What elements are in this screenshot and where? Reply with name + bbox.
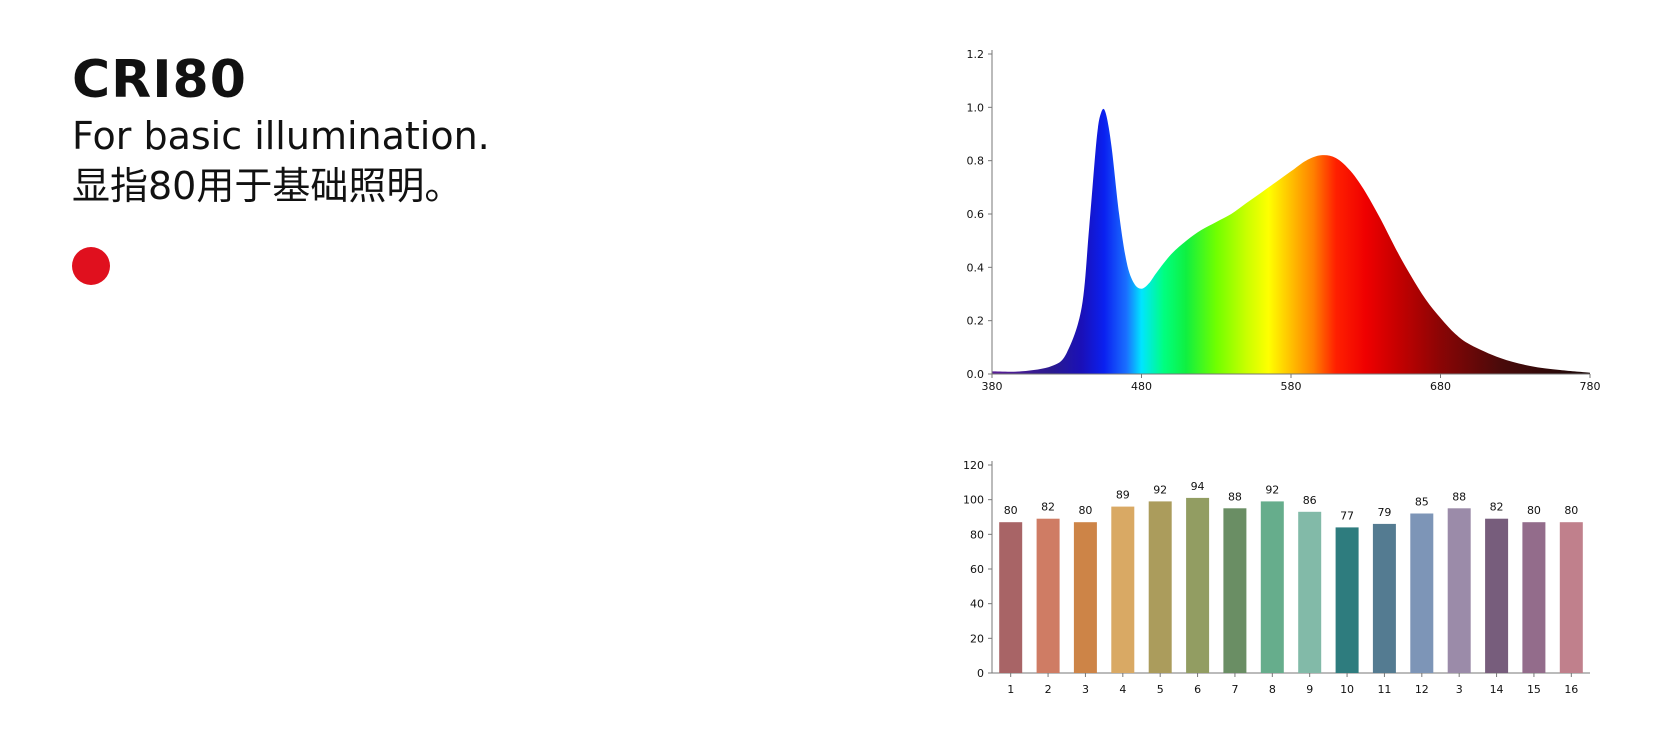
y-tick-label: 40 xyxy=(970,598,984,611)
page-title: CRI80 xyxy=(72,50,247,110)
bar-value-label: 80 xyxy=(1564,504,1578,517)
bar xyxy=(1335,527,1359,673)
y-tick-label: 0 xyxy=(977,667,984,680)
y-tick-label: 0.6 xyxy=(967,208,985,221)
x-tick-label: 7 xyxy=(1231,683,1238,696)
subtitle-english: For basic illumination. xyxy=(72,114,490,158)
bar-value-label: 80 xyxy=(1078,504,1092,517)
x-tick-label: 15 xyxy=(1527,683,1541,696)
bar-value-label: 79 xyxy=(1377,506,1391,519)
bar xyxy=(999,522,1023,673)
bar-value-label: 80 xyxy=(1527,504,1541,517)
x-tick-label: 2 xyxy=(1045,683,1052,696)
bar xyxy=(1298,511,1322,673)
spectrum-chart: 0.0 0.2 0.4 0.6 0.8 1.0 1.2 380 480 580 680 780 xyxy=(967,48,1601,393)
bar-value-label: 80 xyxy=(1004,504,1018,517)
bar xyxy=(1111,506,1135,673)
bar xyxy=(1522,522,1546,673)
bar-value-label: 82 xyxy=(1041,501,1055,514)
bar-value-label: 88 xyxy=(1452,490,1466,503)
y-tick-label: 0.4 xyxy=(967,261,985,274)
x-tick-label: 14 xyxy=(1490,683,1504,696)
bar xyxy=(1410,513,1434,673)
y-tick-label: 100 xyxy=(963,494,984,507)
x-tick-label: 3 xyxy=(1456,683,1463,696)
bar-value-label: 92 xyxy=(1265,483,1279,496)
x-tick-label: 4 xyxy=(1119,683,1126,696)
bar xyxy=(1559,522,1583,673)
x-tick-label: 8 xyxy=(1269,683,1276,696)
x-tick-label: 9 xyxy=(1306,683,1313,696)
bar-value-label: 89 xyxy=(1116,489,1130,502)
bar xyxy=(1148,501,1172,673)
y-tick-label: 120 xyxy=(963,459,984,472)
bar xyxy=(1036,518,1060,673)
bar-value-label: 86 xyxy=(1303,494,1317,507)
x-tick-label: 16 xyxy=(1564,683,1578,696)
red-indicator-dot xyxy=(72,247,110,285)
x-tick-label: 5 xyxy=(1157,683,1164,696)
y-tick-label: 20 xyxy=(970,632,984,645)
bar xyxy=(1073,522,1097,673)
bar xyxy=(1447,508,1471,673)
x-tick-label: 6 xyxy=(1194,683,1201,696)
bar xyxy=(1223,508,1247,673)
x-tick-label: 480 xyxy=(1131,380,1152,393)
cri-bar-chart: 0204060801001208018228038949259468879288… xyxy=(963,459,1590,696)
y-tick-label: 0.0 xyxy=(967,368,985,381)
bar-value-label: 92 xyxy=(1153,483,1167,496)
x-tick-label: 680 xyxy=(1430,380,1451,393)
x-tick-label: 380 xyxy=(982,380,1003,393)
bar-value-label: 88 xyxy=(1228,490,1242,503)
x-tick-label: 12 xyxy=(1415,683,1429,696)
x-tick-label: 580 xyxy=(1281,380,1302,393)
x-tick-label: 780 xyxy=(1580,380,1601,393)
y-tick-label: 0.8 xyxy=(967,155,985,168)
y-tick-label: 1.2 xyxy=(967,48,985,61)
x-tick-label: 3 xyxy=(1082,683,1089,696)
bar xyxy=(1485,518,1509,673)
spectrum-area xyxy=(992,108,1590,374)
headline-block: CRI80 For basic illumination. 显指80用于基础照明… xyxy=(72,50,490,212)
bar-value-label: 82 xyxy=(1490,501,1504,514)
x-tick-label: 1 xyxy=(1007,683,1014,696)
y-tick-label: 60 xyxy=(970,563,984,576)
bar-value-label: 85 xyxy=(1415,496,1429,509)
bar-value-label: 77 xyxy=(1340,509,1354,522)
x-tick-label: 11 xyxy=(1377,683,1391,696)
x-tick-label: 10 xyxy=(1340,683,1354,696)
subtitle-chinese: 显指80用于基础照明。 xyxy=(72,164,463,208)
y-tick-label: 0.2 xyxy=(967,315,985,328)
bar xyxy=(1260,501,1284,673)
bar xyxy=(1186,497,1210,673)
bar xyxy=(1372,523,1396,673)
bar-value-label: 94 xyxy=(1191,480,1205,493)
y-tick-label: 80 xyxy=(970,528,984,541)
y-tick-label: 1.0 xyxy=(967,101,985,114)
